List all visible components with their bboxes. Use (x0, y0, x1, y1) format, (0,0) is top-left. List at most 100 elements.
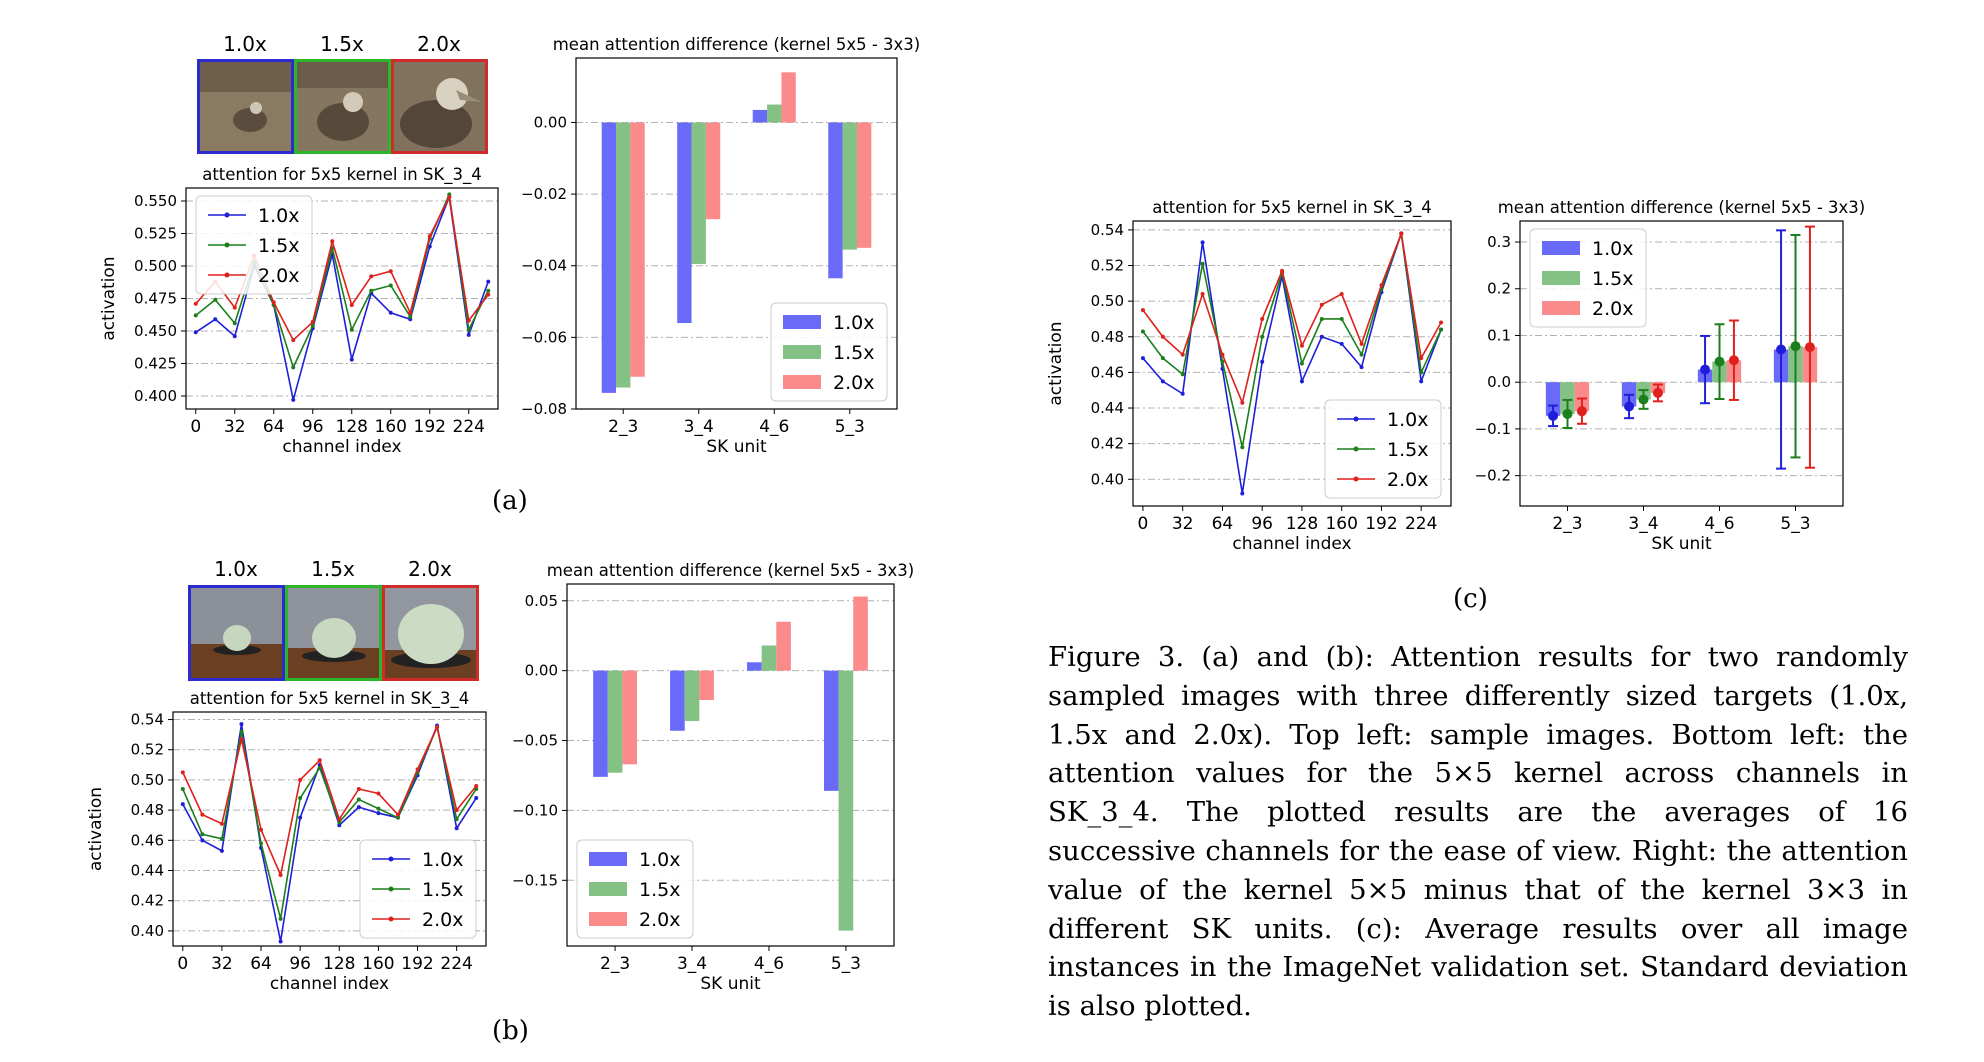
panel-label-c: (c) (1453, 584, 1488, 614)
x-axis-label: channel index (282, 437, 401, 457)
x-tick-label: 3_4 (684, 417, 714, 437)
y-tick-label: 0.42 (1091, 435, 1124, 453)
data-point (454, 826, 459, 831)
bar (1545, 382, 1561, 416)
chart-title: mean attention difference (kernel 5x5 - … (1498, 198, 1866, 217)
bar (761, 645, 777, 671)
thumb-label: 1.0x (214, 557, 258, 581)
mean-point (1652, 387, 1663, 398)
x-tick-label: 224 (440, 954, 472, 974)
data-point (1359, 352, 1364, 357)
bar (670, 670, 685, 731)
data-point (337, 817, 342, 822)
data-point (1319, 334, 1324, 339)
legend-label: 1.5x (1592, 268, 1633, 290)
legend-marker (1353, 446, 1359, 452)
legend-marker (1353, 476, 1359, 482)
data-point (232, 334, 237, 339)
data-point (278, 939, 283, 944)
legend: 1.0x 1.5x 2.0x (576, 839, 694, 939)
x-tick-label: 160 (1325, 514, 1357, 534)
data-point (232, 305, 237, 310)
data-point (310, 323, 315, 328)
bar (699, 670, 714, 701)
data-point (219, 848, 224, 853)
data-point (1180, 391, 1185, 396)
legend-label: 1.0x (422, 849, 463, 871)
legend: 1.0x 1.5x 2.0x (359, 839, 477, 939)
x-tick-label: 5_3 (831, 954, 861, 974)
data-point (395, 812, 400, 817)
legend-marker (388, 916, 394, 922)
chart-title: attention for 5x5 kernel in SK_3_4 (202, 165, 482, 185)
data-point (310, 319, 315, 324)
data-point (427, 234, 432, 239)
data-point (1319, 302, 1324, 307)
mean-point (1562, 408, 1573, 419)
x-tick-label: 160 (362, 954, 394, 974)
legend-swatch (783, 345, 821, 359)
chart-title: mean attention difference (kernel 5x5 - … (547, 561, 915, 580)
y-tick-label: 0.0 (1487, 373, 1511, 391)
legend-label: 1.5x (639, 879, 680, 901)
panel-label-b: (b) (492, 1016, 529, 1046)
data-point (259, 827, 264, 832)
plot-frame (172, 711, 487, 947)
data-point (376, 806, 381, 811)
data-point (1140, 356, 1145, 361)
data-point (388, 310, 393, 315)
y-tick-label: 0.46 (131, 831, 164, 849)
data-point (474, 796, 479, 801)
data-point (259, 841, 264, 846)
data-point (337, 823, 342, 828)
thumb-label: 1.5x (311, 557, 355, 581)
x-tick-label: 0 (1138, 514, 1149, 534)
thumb-label: 1.5x (320, 32, 364, 56)
chart-title: attention for 5x5 kernel in SK_3_4 (190, 689, 470, 709)
legend-label: 1.0x (258, 205, 299, 227)
series-line (182, 724, 477, 878)
x-tick-label: 128 (323, 954, 355, 974)
data-point (408, 310, 413, 315)
data-point (193, 330, 198, 335)
x-tick-label: 224 (1405, 514, 1437, 534)
y-tick-label: 0.50 (1091, 292, 1124, 310)
data-point (415, 767, 420, 772)
plot-frame (575, 57, 898, 410)
data-point (1359, 365, 1364, 370)
bar (607, 670, 623, 773)
x-tick-label: 224 (453, 417, 485, 437)
data-point (1200, 261, 1205, 266)
legend-swatch (783, 315, 821, 329)
x-tick-label: 192 (414, 417, 446, 437)
legend-swatch (783, 375, 821, 389)
legend-label: 1.0x (1592, 238, 1633, 260)
legend: 1.0x 1.5x 2.0x (1324, 399, 1442, 499)
x-tick-label: 96 (1251, 514, 1273, 534)
y-tick-label: −0.10 (512, 801, 558, 819)
y-tick-label: 0.52 (1091, 257, 1124, 275)
x-tick-label: 192 (401, 954, 433, 974)
data-point (317, 765, 322, 770)
data-point (349, 357, 354, 362)
mean-point (1700, 364, 1711, 375)
x-tick-label: 4_6 (1704, 514, 1734, 534)
x-tick-label: 64 (1212, 514, 1234, 534)
y-axis-label: activation (99, 256, 119, 340)
data-point (1399, 231, 1404, 236)
data-point (1240, 491, 1245, 496)
data-point (356, 797, 361, 802)
panel-label-a: (a) (492, 486, 528, 516)
x-tick-label: 4_6 (759, 417, 789, 437)
data-point (239, 722, 244, 727)
data-point (291, 338, 296, 343)
data-point (1220, 352, 1225, 357)
data-point (291, 365, 296, 370)
y-tick-label: 0.1 (1487, 326, 1511, 344)
data-point (1160, 356, 1165, 361)
bar (752, 109, 768, 123)
y-tick-label: 0.425 (134, 355, 177, 373)
